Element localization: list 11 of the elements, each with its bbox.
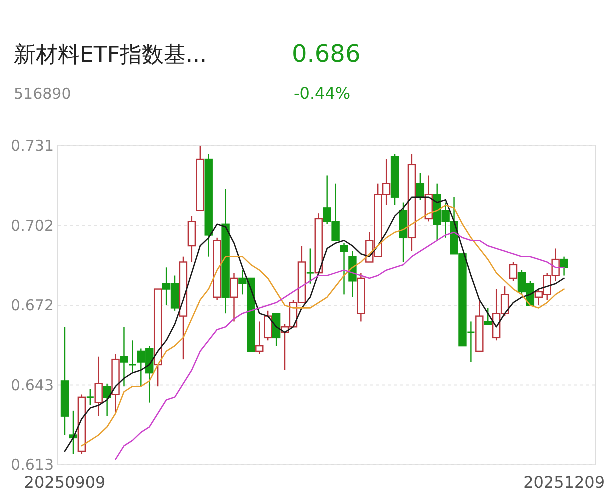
x-tick-label: 20251209	[524, 473, 605, 492]
chart-subtitle: 516890	[14, 85, 72, 103]
y-tick-label: 0.672	[11, 296, 54, 314]
y-tick-label: 0.731	[11, 137, 54, 155]
chart-title: 新材料ETF指数基...	[14, 43, 207, 68]
text: 0.686	[292, 40, 361, 68]
y-tick-label: 0.702	[11, 216, 54, 235]
y-tick-label: 0.643	[11, 376, 54, 394]
x-tick-label: 20250909	[24, 473, 106, 492]
y-tick-label: 0.613	[11, 456, 54, 474]
text: -0.44%	[294, 84, 351, 103]
